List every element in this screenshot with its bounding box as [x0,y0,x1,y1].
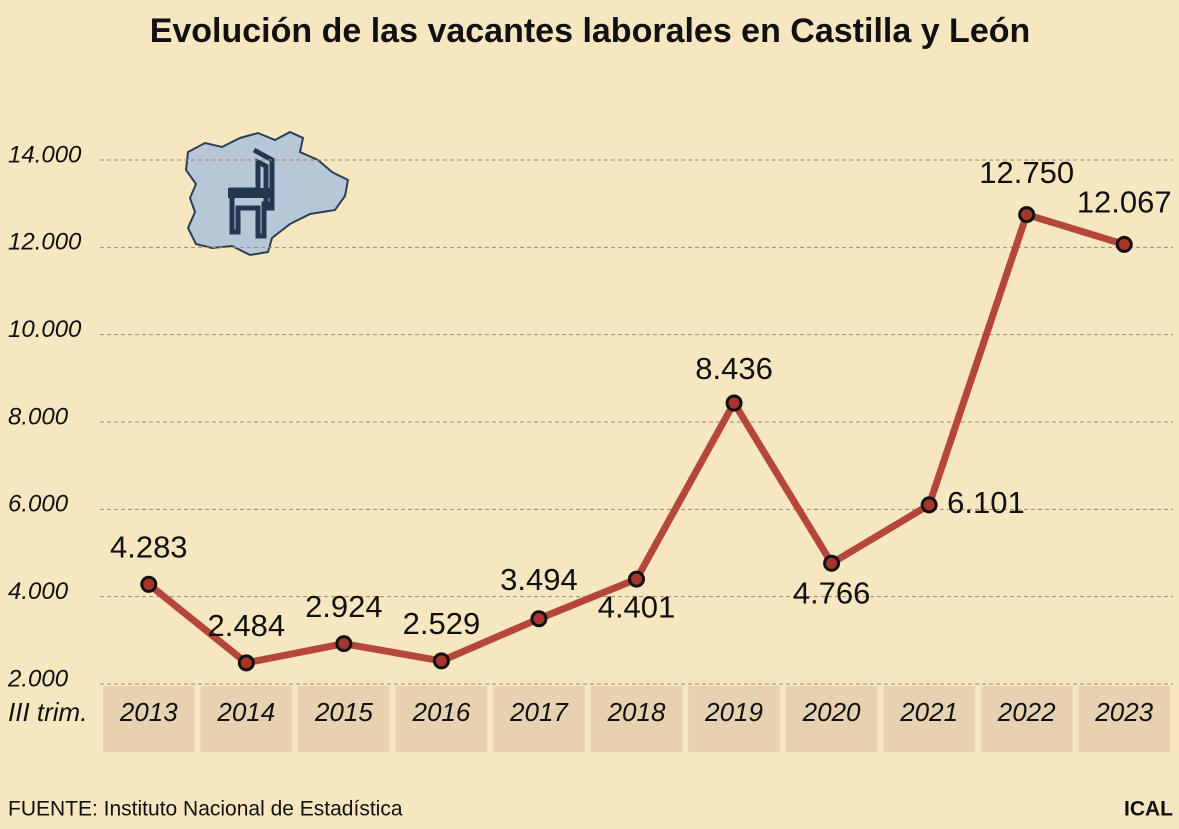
y-tick-label: 8.000 [8,403,69,430]
y-tick-label: 14.000 [8,141,82,168]
data-label: 3.494 [500,562,578,597]
x-tick-label: 2020 [802,697,861,727]
category-box [103,686,195,752]
data-label: 8.436 [695,351,773,386]
category-box [883,686,975,752]
x-tick-label: 2015 [314,697,373,727]
y-tick-label: 10.000 [8,316,82,343]
x-tick-label: 2019 [704,697,763,727]
x-tick-label: 2014 [216,697,275,727]
data-label: 4.766 [793,575,871,610]
y-tick-label: 12.000 [8,229,82,256]
x-tick-label: 2013 [119,697,178,727]
category-box [395,686,488,752]
data-label: 4.283 [110,529,188,564]
data-label: 2.529 [403,606,481,641]
marker [335,635,353,653]
category-box [688,686,780,752]
x-tick-label: 2016 [411,697,470,727]
data-label: 2.924 [305,589,383,624]
data-label: 6.101 [947,485,1025,520]
marker [432,652,450,670]
marker [1115,235,1133,253]
data-label: 2.484 [208,608,286,643]
category-box [785,686,878,752]
x-tick-label: 2022 [997,697,1056,727]
marker [725,394,743,412]
marker [140,575,158,593]
y-tick-label: 6.000 [8,491,69,518]
y-tick-label: 4.000 [8,578,69,605]
marker [920,496,938,514]
map-icon [184,130,350,257]
y-tick-label: 2.000 [7,665,69,692]
data-label: 4.401 [598,589,676,624]
x-axis-label: III trim. [8,697,87,727]
category-box [493,686,585,752]
marker [823,554,841,572]
category-box [980,686,1073,752]
x-tick-label: 2021 [899,697,958,727]
data-label: 12.067 [1077,185,1172,220]
x-tick-label: 2017 [509,697,569,727]
x-tick-label: 2018 [607,697,666,727]
marker [530,610,548,628]
category-box [1078,686,1170,752]
data-label: 12.750 [979,155,1074,190]
source: FUENTE: Instituto Nacional de Estadístic… [8,798,403,821]
credit: ICAL [1124,798,1173,821]
category-box [298,686,390,752]
x-tick-label: 2023 [1094,697,1153,727]
marker [628,570,645,588]
category-box [590,686,683,752]
chart-title: Evolución de las vacantes laborales en C… [150,12,1031,50]
category-box [200,686,293,752]
marker [237,654,255,672]
marker [1018,206,1036,224]
